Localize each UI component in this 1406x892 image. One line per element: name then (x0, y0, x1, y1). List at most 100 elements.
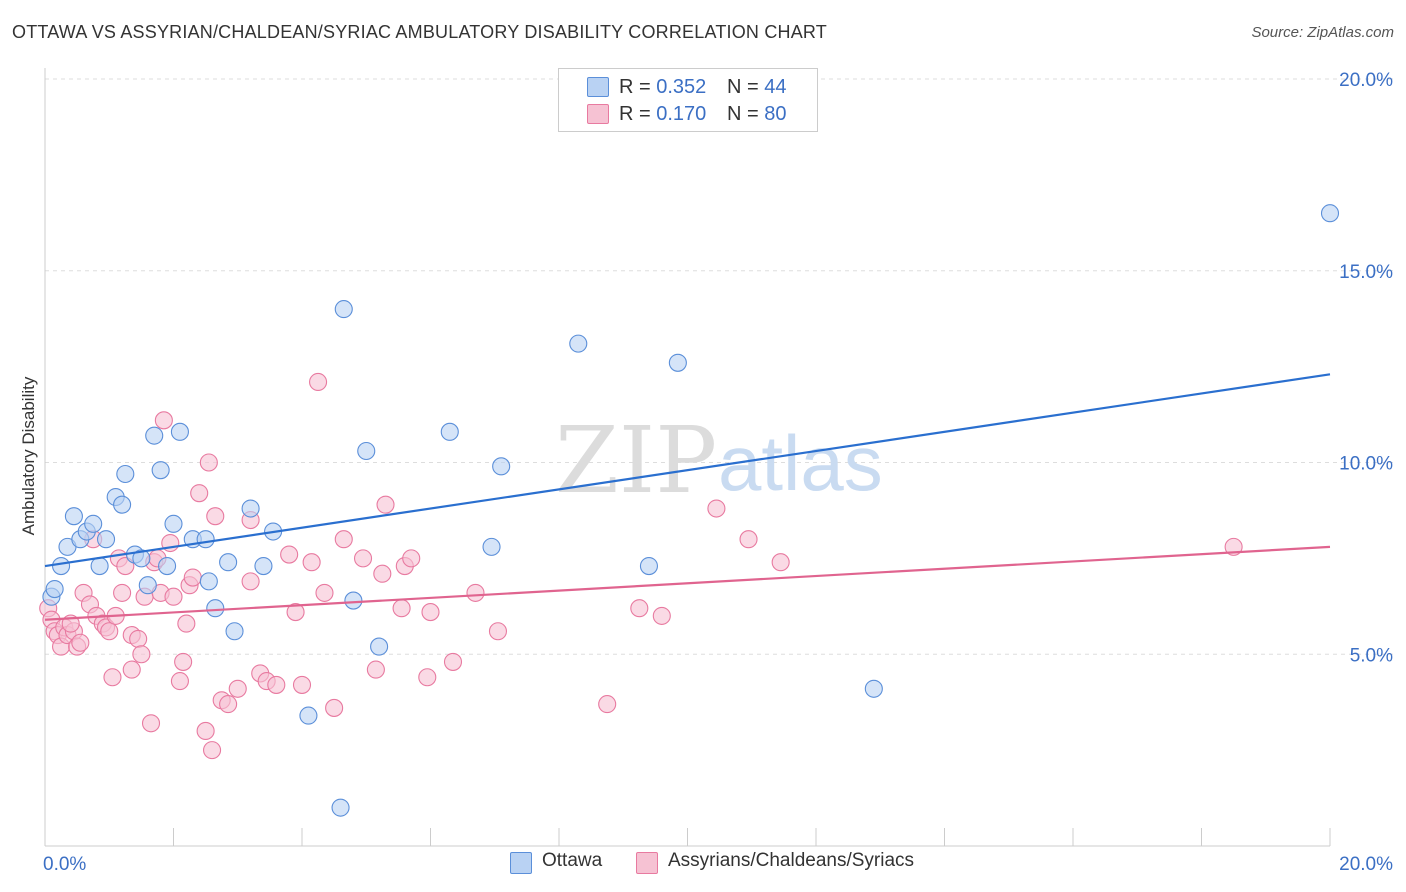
chart-title: OTTAWA VS ASSYRIAN/CHALDEAN/SYRIAC AMBUL… (12, 22, 827, 42)
ottawa-point (52, 556, 71, 576)
ottawa-point (196, 530, 215, 549)
assyrian-point (421, 603, 440, 622)
x-tick-label: 20.0% (1339, 854, 1393, 875)
ottawa-point (158, 556, 177, 576)
y-tick-label: 5.0% (1350, 645, 1393, 666)
ottawa-point (1320, 204, 1340, 223)
ottawa-point (64, 507, 83, 526)
assyrian-point (739, 530, 758, 549)
ottawa-swatch (587, 77, 609, 97)
ottawa-point (151, 461, 170, 480)
watermark-zip: ZIP (555, 407, 717, 514)
stats-legend: R = 0.352 N = 44 R = 0.170 N = 80 (558, 68, 818, 132)
ottawa-point (96, 530, 116, 549)
assyrian-point (164, 587, 183, 606)
assyrian-point (267, 675, 286, 694)
ottawa-point (334, 300, 353, 319)
series-assyrian-points (39, 372, 1243, 760)
assyrian-point (292, 675, 312, 694)
assyrian-point (241, 572, 260, 591)
assyrian-point (177, 614, 196, 633)
assyrian-point (199, 453, 218, 472)
assyrian-point (203, 741, 222, 760)
assyrian-point (113, 583, 132, 602)
assyrian-point (466, 583, 485, 602)
assyrian-legend-swatch (636, 852, 658, 874)
ottawa-point (864, 679, 883, 698)
assyrian-point (219, 695, 238, 714)
assyrian-point (334, 530, 353, 549)
assyrian-point (170, 672, 189, 691)
assyrian-swatch (587, 104, 609, 124)
y-axis-label: Ambulatory Disability (19, 376, 38, 535)
assyrian-point (309, 372, 328, 392)
assyrian-point (100, 622, 119, 641)
ottawa-point (331, 798, 350, 817)
ottawa-point (241, 499, 260, 518)
assyrian-point (771, 553, 790, 572)
ottawa-legend-swatch (510, 852, 532, 874)
ottawa-point (164, 514, 183, 533)
assyrian-point (196, 721, 215, 741)
ottawa-point (370, 637, 389, 656)
assyrian-point (122, 660, 141, 679)
assyrian-point (103, 668, 122, 687)
legend-label: Ottawa (542, 850, 603, 871)
ottawa-point (90, 556, 109, 576)
series-ottawa-points (42, 204, 1340, 817)
y-tick-label: 15.0% (1339, 262, 1393, 283)
watermark-atlas: atlas (718, 419, 883, 507)
assyrian-point (183, 568, 202, 587)
assyrian-point (190, 484, 209, 503)
ottawa-trend-line (44, 373, 1331, 568)
ottawa-point (45, 580, 64, 599)
n-stat: N = 44 (727, 75, 787, 98)
ottawa-point (254, 556, 273, 576)
ottawa-point (344, 591, 363, 610)
ottawa-point (116, 464, 135, 484)
ottawa-point (199, 572, 218, 591)
ottawa-point (219, 553, 238, 572)
ottawa-point (639, 556, 659, 576)
tick-labels: 5.0% 10.0% 15.0% 20.0% 0.0% 20.0% (43, 70, 1393, 875)
assyrian-point (141, 714, 161, 733)
ottawa-point (299, 706, 318, 725)
assyrian-point (376, 495, 395, 514)
assyrian-point (418, 668, 437, 687)
assyrian-point (630, 599, 649, 618)
assyrian-point (325, 698, 344, 717)
assyrian-point (174, 652, 193, 671)
ottawa-point (357, 441, 376, 461)
assyrian-point (402, 549, 421, 568)
assyrian-point (488, 622, 508, 641)
assyrian-point (366, 660, 385, 679)
assyrian-point (315, 583, 334, 602)
assyrian-point (443, 652, 463, 671)
assyrian-point (154, 411, 173, 430)
ottawa-point (492, 457, 511, 476)
chart-source: Source: ZipAtlas.com (1251, 24, 1394, 41)
ottawa-point (145, 426, 164, 445)
y-tick-label: 10.0% (1339, 454, 1393, 475)
assyrian-point (206, 507, 225, 526)
assyrian-point (302, 553, 321, 572)
y-tick-label: 20.0% (1339, 70, 1393, 91)
axes (44, 68, 1331, 847)
ottawa-point (569, 334, 588, 353)
ottawa-point (132, 549, 151, 568)
ottawa-point (113, 495, 132, 514)
n-stat: N = 80 (727, 102, 787, 125)
assyrian-point (707, 499, 726, 518)
x-tick-label: 0.0% (43, 854, 86, 875)
assyrian-point (392, 599, 411, 618)
assyrian-point (228, 679, 247, 698)
ottawa-point (668, 353, 687, 372)
assyrian-point (280, 545, 299, 564)
assyrian-trend-line (44, 545, 1331, 621)
assyrian-point (132, 645, 151, 664)
assyrian-point (353, 549, 373, 568)
watermark: ZIP atlas (555, 407, 883, 514)
ottawa-point (138, 576, 157, 595)
ottawa-point (225, 622, 244, 641)
